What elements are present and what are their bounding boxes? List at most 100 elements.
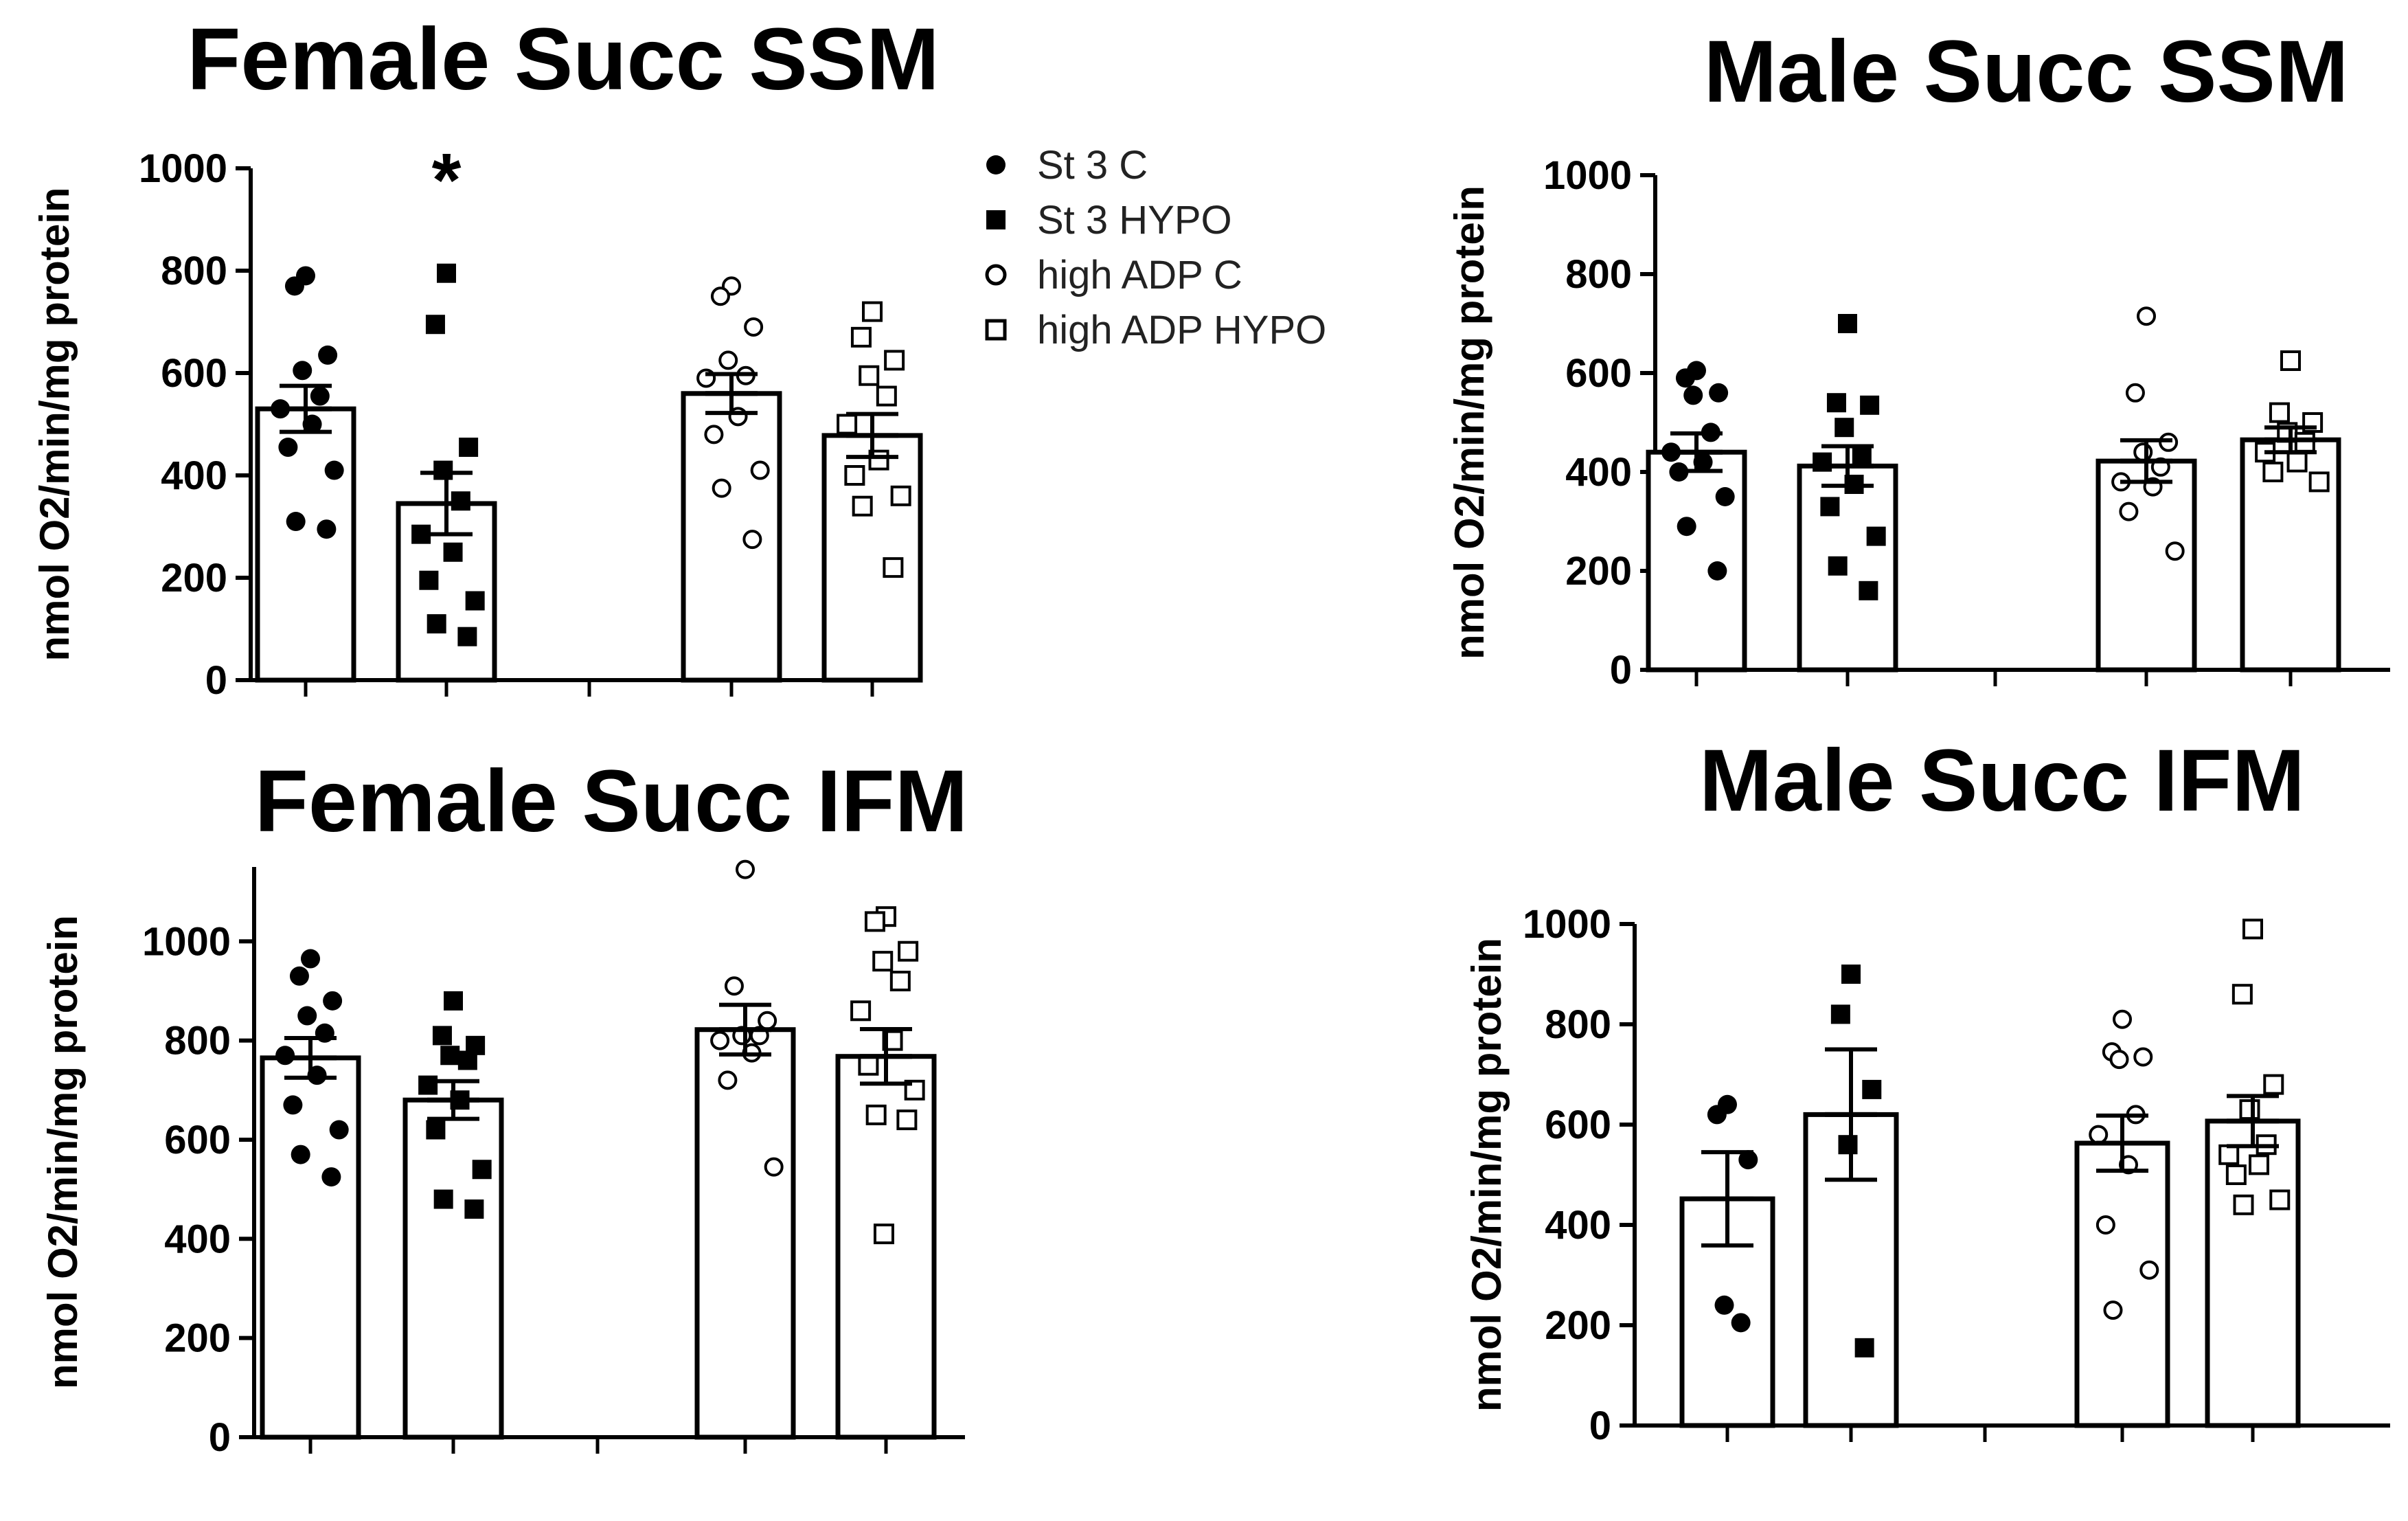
data-point — [464, 1199, 484, 1219]
significance-marker: * — [432, 138, 462, 223]
data-point — [427, 614, 446, 634]
legend-label-st3-c: St 3 C — [1037, 143, 1148, 188]
data-point — [2089, 1125, 2109, 1145]
data-point — [1675, 368, 1695, 388]
legend-marker-high-adp-c — [985, 264, 1007, 286]
data-point — [884, 350, 905, 371]
y-tick-label: 600 — [164, 1118, 231, 1162]
data-point — [433, 1189, 453, 1209]
data-point — [1841, 965, 1861, 984]
data-point — [1709, 383, 1729, 403]
bar — [260, 1055, 361, 1440]
data-point — [2218, 1144, 2240, 1165]
data-point — [329, 1120, 349, 1140]
y-tick-label: 1000 — [1523, 902, 1611, 947]
data-point — [724, 976, 744, 996]
data-point — [318, 345, 338, 365]
data-point — [425, 315, 445, 335]
data-point — [2286, 451, 2308, 473]
y-tick-label: 0 — [209, 1415, 231, 1460]
data-point — [2095, 1215, 2115, 1235]
y-tick-label: 800 — [1545, 1002, 1611, 1047]
data-point — [2242, 919, 2263, 940]
data-point — [704, 425, 724, 444]
data-point — [2233, 1194, 2254, 1215]
data-point — [718, 350, 738, 370]
data-point — [2263, 1074, 2284, 1095]
data-point — [426, 1120, 446, 1140]
legend-marker-high-adp-hypo — [985, 319, 1007, 341]
data-point — [883, 557, 904, 578]
data-point — [324, 460, 344, 480]
data-point — [1835, 418, 1854, 438]
data-point — [310, 386, 330, 406]
y-tick-label: 0 — [205, 658, 227, 703]
bar — [1797, 463, 1898, 673]
bar — [402, 1097, 504, 1440]
data-point — [850, 326, 872, 348]
data-point — [444, 991, 463, 1011]
bar — [821, 433, 923, 683]
data-point — [440, 1046, 460, 1066]
y-tick-label: 400 — [161, 453, 227, 498]
data-point — [2133, 1047, 2153, 1067]
data-point — [858, 1055, 879, 1076]
y-tick-label: 400 — [1545, 1203, 1611, 1248]
data-point — [837, 414, 858, 435]
data-point — [291, 1145, 310, 1164]
data-point — [718, 1070, 738, 1090]
data-point — [904, 1079, 925, 1101]
data-point — [2269, 402, 2290, 423]
data-point — [1860, 395, 1880, 415]
data-point — [432, 1026, 452, 1046]
data-point — [289, 966, 309, 986]
chart-panel-2: Male Succ SSM nmol O2/min/mg protein 0 200 4… — [1446, 23, 2390, 692]
y-axis-label: nmol O2/min/mg protein — [1464, 938, 1510, 1412]
data-point — [433, 460, 453, 480]
bar — [681, 391, 782, 683]
data-point — [457, 627, 477, 646]
data-point — [283, 1095, 303, 1115]
data-point — [2262, 462, 2284, 482]
data-point — [2294, 431, 2315, 453]
y-tick-label: 0 — [1589, 1404, 1611, 1448]
data-point — [297, 1006, 317, 1026]
y-tick-label: 200 — [161, 556, 227, 600]
data-point — [1715, 487, 1735, 506]
data-point — [457, 1050, 477, 1070]
data-point — [2133, 442, 2153, 462]
data-point — [2280, 350, 2301, 371]
chart-title: Male Succ IFM — [1699, 732, 2305, 830]
legend: St 3 C St 3 HYPO high ADP C high ADP HYP… — [985, 143, 1326, 352]
data-point — [1838, 1135, 1858, 1155]
data-point — [710, 1030, 730, 1050]
data-point — [1738, 1150, 1758, 1170]
data-point — [2269, 1189, 2291, 1210]
legend-label-high-adp-hypo: high ADP HYPO — [1037, 308, 1326, 352]
data-point — [301, 949, 320, 969]
legend-label-high-adp-c: high ADP C — [1037, 253, 1242, 297]
data-point — [1826, 393, 1846, 413]
legend-marker-st3-c — [986, 155, 1006, 174]
data-point — [1683, 385, 1703, 405]
data-point — [278, 438, 298, 458]
data-point — [890, 485, 911, 506]
bar — [2074, 1140, 2170, 1428]
bar — [694, 1027, 796, 1440]
data-point — [275, 1046, 295, 1066]
data-point — [2109, 1050, 2129, 1070]
data-point — [712, 478, 731, 498]
data-point — [1714, 1295, 1734, 1315]
data-point — [465, 591, 485, 611]
chart-panel-1: Female Succ SSM nmol O2/min/mg protein 0 20… — [32, 10, 940, 703]
data-point — [1820, 497, 1840, 517]
y-tick-label: 600 — [1565, 351, 1632, 396]
legend-label-st3-hypo: St 3 HYPO — [1037, 198, 1232, 243]
y-tick-label: 200 — [1565, 549, 1632, 594]
data-point — [2113, 1009, 2132, 1029]
y-tick-label: 0 — [1610, 648, 1632, 692]
data-point — [2103, 1300, 2123, 1320]
data-point — [418, 1075, 438, 1095]
data-point — [284, 276, 304, 296]
